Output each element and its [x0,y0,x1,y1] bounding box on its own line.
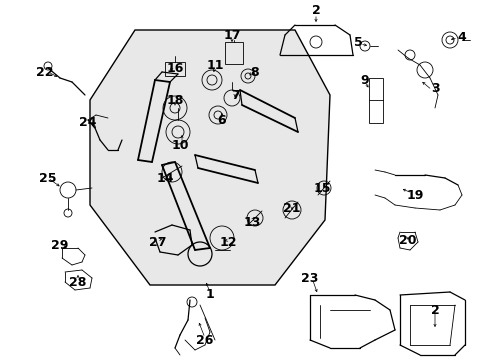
Bar [224,42,243,64]
Text: 27: 27 [149,235,166,248]
Text: 14: 14 [156,171,173,185]
Text: 9: 9 [360,73,368,86]
Text: 3: 3 [430,81,438,95]
Text: 23: 23 [301,271,318,284]
Text: 24: 24 [79,116,97,129]
Bar [164,62,184,76]
Text: 15: 15 [313,181,330,194]
Text: 7: 7 [230,89,239,102]
Text: 6: 6 [217,113,226,126]
Text: 2: 2 [311,4,320,17]
Text: 18: 18 [166,94,183,107]
Text: 28: 28 [69,275,86,288]
Text: 26: 26 [196,333,213,346]
Text: 22: 22 [36,66,54,78]
Text: 5: 5 [353,36,362,49]
Text: 29: 29 [51,239,68,252]
Text: 11: 11 [206,59,224,72]
Text: 2: 2 [430,303,439,316]
Text: 21: 21 [283,202,300,215]
Text: 12: 12 [219,235,236,248]
Text: 20: 20 [398,234,416,247]
Text: 10: 10 [171,139,188,152]
Text: 1: 1 [205,288,214,302]
Bar [368,78,382,123]
Text: 4: 4 [457,31,466,44]
Text: 19: 19 [406,189,423,202]
Text: 16: 16 [166,62,183,75]
Polygon shape [90,30,329,285]
Text: 17: 17 [223,28,240,41]
Text: 25: 25 [39,171,57,185]
Text: 8: 8 [250,66,259,78]
Text: 13: 13 [243,216,260,229]
